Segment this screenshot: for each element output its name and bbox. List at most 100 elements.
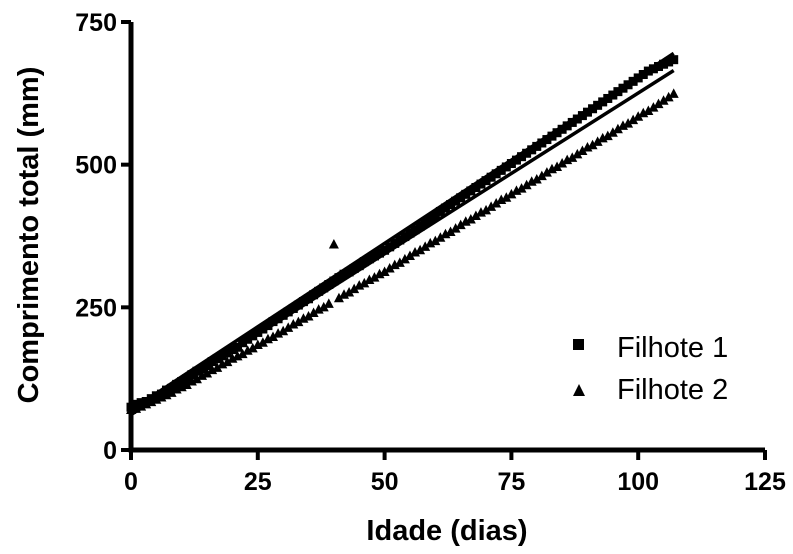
point-filhote-1 <box>440 203 450 213</box>
point-filhote-1 <box>248 331 258 341</box>
point-filhote-1 <box>659 59 669 69</box>
point-filhote-1 <box>359 257 369 267</box>
point-filhote-2 <box>567 152 578 162</box>
point-filhote-2 <box>303 310 314 321</box>
point-filhote-2 <box>612 123 623 134</box>
point-filhote-1 <box>329 276 339 286</box>
point-filhote-1 <box>283 307 293 317</box>
point-filhote-1 <box>593 100 603 110</box>
point-filhote-2 <box>394 257 405 267</box>
point-filhote-1 <box>557 124 567 134</box>
point-filhote-1 <box>202 361 212 371</box>
point-filhote-2 <box>491 197 502 208</box>
point-filhote-2 <box>268 331 279 342</box>
point-filhote-1 <box>517 152 527 162</box>
point-filhote-1 <box>623 80 633 90</box>
point-filhote-1 <box>278 310 288 320</box>
point-filhote-1 <box>400 232 410 242</box>
point-filhote-1 <box>187 370 197 380</box>
point-filhote-1 <box>380 245 390 255</box>
point-filhote-1 <box>222 348 232 358</box>
point-filhote-2 <box>623 118 634 128</box>
point-filhote-2 <box>384 263 395 273</box>
point-filhote-2 <box>344 286 355 297</box>
tick-labels: 0 25 50 75 100 125 0 250 500 750 <box>75 9 786 496</box>
point-filhote-1 <box>263 321 273 331</box>
point-filhote-2 <box>668 88 679 98</box>
point-filhote-2 <box>531 174 542 184</box>
point-filhote-2 <box>415 244 426 255</box>
point-filhote-2 <box>278 325 289 336</box>
point-filhote-2 <box>191 373 202 384</box>
point-filhote-1 <box>547 131 557 141</box>
point-filhote-1 <box>415 221 425 231</box>
point-filhote-1 <box>511 155 521 165</box>
point-filhote-2 <box>212 362 223 372</box>
point-filhote-1 <box>582 107 592 117</box>
point-filhote-2 <box>658 95 669 105</box>
y-tick-label: 500 <box>75 152 117 180</box>
point-filhote-1 <box>390 238 400 248</box>
point-filhote-1 <box>567 117 577 127</box>
point-filhote-1 <box>527 145 537 155</box>
point-filhote-1 <box>532 141 542 151</box>
point-filhote-2 <box>328 239 339 249</box>
point-filhote-2 <box>552 161 563 171</box>
point-filhote-1 <box>369 251 379 261</box>
point-filhote-2 <box>663 91 674 102</box>
point-filhote-2 <box>445 226 456 237</box>
point-filhote-2 <box>257 337 268 347</box>
point-filhote-1 <box>506 159 516 169</box>
point-filhote-2 <box>359 277 370 288</box>
point-filhote-1 <box>669 55 679 65</box>
point-filhote-1 <box>588 104 598 114</box>
point-filhote-2 <box>166 387 177 397</box>
point-filhote-1 <box>243 334 253 344</box>
point-filhote-1 <box>288 303 298 313</box>
point-filhote-1 <box>446 200 456 210</box>
point-filhote-2 <box>283 322 294 332</box>
point-filhote-1 <box>486 172 496 182</box>
point-filhote-1 <box>233 342 243 352</box>
point-filhote-2 <box>247 342 258 353</box>
point-filhote-2 <box>536 170 547 181</box>
x-tick-label: 0 <box>124 468 138 496</box>
point-filhote-2 <box>349 283 360 294</box>
point-filhote-2 <box>648 102 659 112</box>
point-filhote-2 <box>430 235 441 246</box>
point-filhote-2 <box>323 298 334 308</box>
point-filhote-1 <box>481 176 491 186</box>
x-tick-label: 75 <box>497 468 525 496</box>
point-filhote-1 <box>177 377 187 387</box>
point-filhote-1 <box>319 283 329 293</box>
point-filhote-1 <box>572 114 582 124</box>
point-filhote-1 <box>293 300 303 310</box>
point-filhote-1 <box>451 196 461 206</box>
point-filhote-2 <box>577 145 588 155</box>
point-filhote-1 <box>324 280 334 290</box>
point-filhote-1 <box>430 211 440 221</box>
y-tick-label: 0 <box>103 437 117 465</box>
point-filhote-2 <box>516 183 527 193</box>
point-filhote-2 <box>455 219 466 230</box>
point-filhote-2 <box>470 210 481 221</box>
point-filhote-2 <box>435 232 446 242</box>
point-filhote-2 <box>404 250 415 260</box>
point-filhote-2 <box>557 158 568 168</box>
point-filhote-2 <box>628 114 639 125</box>
point-filhote-1 <box>268 317 278 327</box>
point-filhote-2 <box>506 188 517 199</box>
point-filhote-2 <box>237 348 248 359</box>
point-filhote-2 <box>521 179 532 190</box>
point-filhote-1 <box>349 264 359 274</box>
point-filhote-1 <box>476 179 486 189</box>
legend-label-filhote-1: Filhote 1 <box>617 332 728 364</box>
point-filhote-2 <box>481 204 492 215</box>
point-filhote-1 <box>542 135 552 145</box>
point-filhote-1 <box>314 286 324 296</box>
point-filhote-1 <box>217 351 227 361</box>
point-filhote-1 <box>253 327 263 337</box>
point-filhote-1 <box>522 148 532 158</box>
point-filhote-1 <box>212 354 222 364</box>
